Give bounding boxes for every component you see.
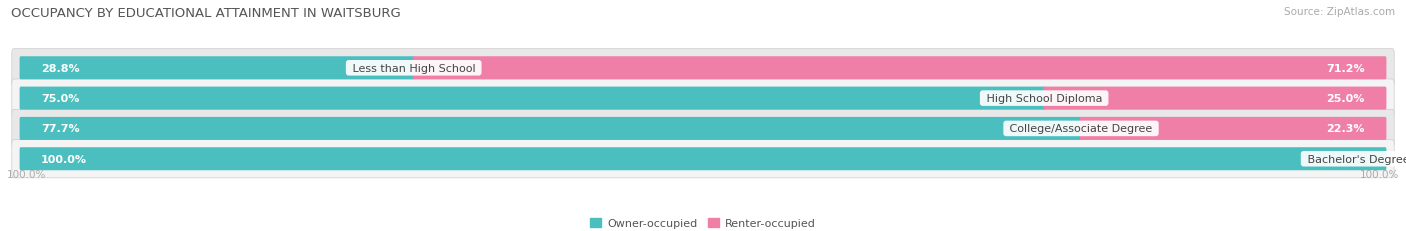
FancyBboxPatch shape: [11, 110, 1395, 148]
Text: College/Associate Degree: College/Associate Degree: [1007, 124, 1156, 134]
FancyBboxPatch shape: [20, 117, 1083, 140]
Text: 100.0%: 100.0%: [41, 154, 87, 164]
FancyBboxPatch shape: [20, 148, 1386, 170]
Text: Source: ZipAtlas.com: Source: ZipAtlas.com: [1284, 7, 1395, 17]
FancyBboxPatch shape: [11, 140, 1395, 178]
Text: 25.0%: 25.0%: [1326, 94, 1365, 104]
Text: Bachelor's Degree or higher: Bachelor's Degree or higher: [1303, 154, 1406, 164]
FancyBboxPatch shape: [20, 87, 1045, 110]
FancyBboxPatch shape: [11, 80, 1395, 118]
Text: 28.8%: 28.8%: [41, 64, 80, 73]
Text: 77.7%: 77.7%: [41, 124, 80, 134]
Text: 22.3%: 22.3%: [1326, 124, 1365, 134]
FancyBboxPatch shape: [1043, 87, 1386, 110]
Text: Less than High School: Less than High School: [349, 64, 479, 73]
FancyBboxPatch shape: [412, 57, 1386, 80]
Legend: Owner-occupied, Renter-occupied: Owner-occupied, Renter-occupied: [586, 213, 820, 231]
Text: 75.0%: 75.0%: [41, 94, 80, 104]
FancyBboxPatch shape: [11, 49, 1395, 88]
FancyBboxPatch shape: [1080, 117, 1386, 140]
Text: 71.2%: 71.2%: [1326, 64, 1365, 73]
FancyBboxPatch shape: [20, 57, 415, 80]
Text: 100.0%: 100.0%: [7, 170, 46, 179]
Text: OCCUPANCY BY EDUCATIONAL ATTAINMENT IN WAITSBURG: OCCUPANCY BY EDUCATIONAL ATTAINMENT IN W…: [11, 7, 401, 20]
Text: 100.0%: 100.0%: [1360, 170, 1399, 179]
Text: High School Diploma: High School Diploma: [983, 94, 1105, 104]
